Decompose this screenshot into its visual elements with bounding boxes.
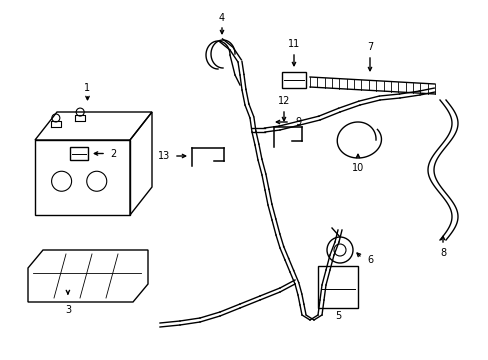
Bar [282,72,305,88]
Text: 5: 5 [334,311,341,321]
Text: 7: 7 [366,42,372,52]
Bar [317,266,357,308]
Text: 6: 6 [366,255,372,265]
Text: 9: 9 [294,117,301,127]
Text: 3: 3 [65,305,71,315]
Text: 8: 8 [439,248,445,258]
Text: 1: 1 [84,83,90,93]
Text: 11: 11 [287,39,300,49]
Text: 4: 4 [219,13,224,23]
Text: 2: 2 [110,149,116,158]
Text: 13: 13 [158,151,170,161]
Text: 10: 10 [351,163,364,173]
Bar [70,147,88,160]
Text: 12: 12 [277,96,289,106]
